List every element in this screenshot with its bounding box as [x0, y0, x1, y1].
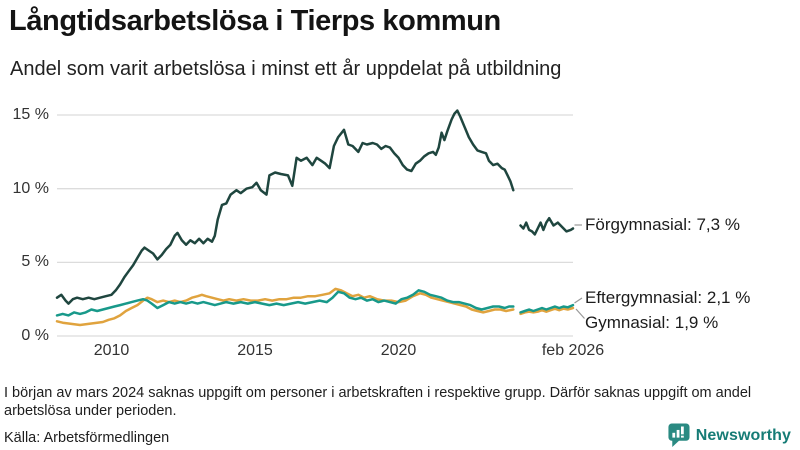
series-label-eftergymnasial: Eftergymnasial: 2,1 %	[585, 288, 751, 307]
y-tick-label: 0 %	[21, 327, 49, 344]
series-line-förgymnasial	[55, 109, 575, 305]
footnote-text: I början av mars 2024 saknas uppgift om …	[4, 385, 752, 419]
y-tick-label: 5 %	[21, 253, 49, 271]
newsworthy-wordmark: Newsworthy	[695, 426, 791, 444]
newsworthy-speech-bubble-chart-icon	[668, 423, 690, 447]
x-tick-label: feb 2026	[541, 342, 605, 359]
leader-line	[574, 297, 583, 304]
series-label-gymnasial: Gymnasial: 1,9 %	[585, 313, 719, 332]
series-line-eftergymnasial	[55, 289, 575, 317]
source-text: Källa: Arbetsförmedlingen	[4, 430, 170, 446]
y-tick-label: 10 %	[12, 179, 49, 197]
series-label-förgymnasial: Förgymnasial: 7,3 %	[585, 215, 740, 234]
x-tick-label: 2010	[93, 342, 130, 359]
x-tick-label: 2015	[237, 342, 273, 359]
x-tick-label: 2020	[380, 342, 417, 359]
page-subtitle: Andel som varit arbetslösa i minst ett å…	[10, 58, 562, 80]
series-line-gymnasial	[55, 287, 575, 327]
y-tick-label: 15 %	[12, 106, 49, 124]
newsworthy-logo: Newsworthy	[667, 423, 791, 448]
page-title: Långtidsarbetslösa i Tierps kommun	[9, 5, 501, 37]
leader-line	[575, 308, 585, 319]
